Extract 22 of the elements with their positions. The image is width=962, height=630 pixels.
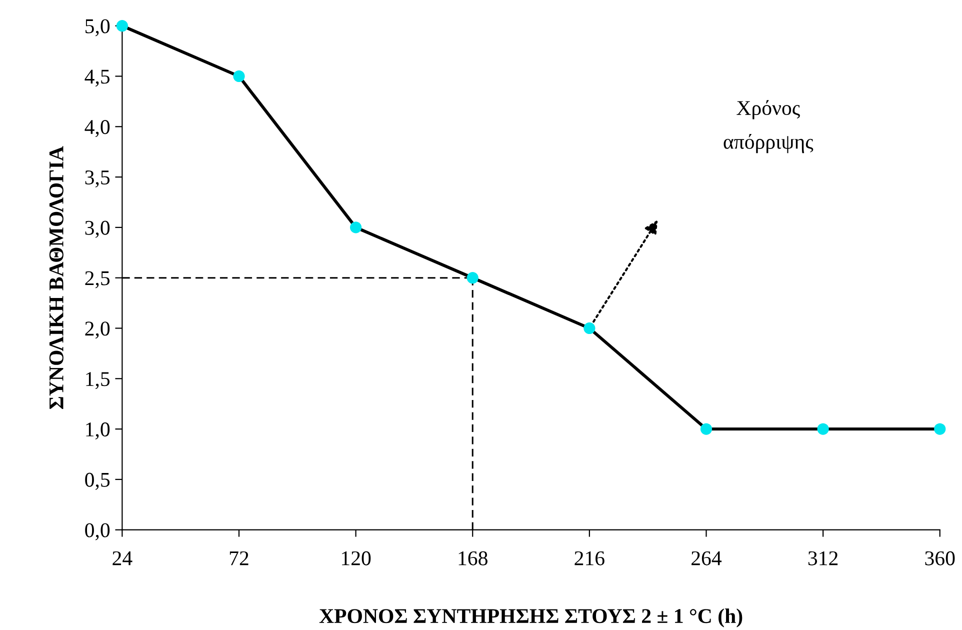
y-tick-label: 3,0 — [85, 220, 110, 238]
x-tick-label: 120 — [342, 551, 371, 566]
x-tick-label: 264 — [692, 551, 722, 566]
x-tick-label: 216 — [574, 551, 604, 566]
y-tick-label: 2,5 — [85, 271, 110, 288]
annotation: Χρόνος απόρριψης — [724, 100, 814, 154]
y-axis-title: ΣΥΝΟΛΙΚΗ ΒΑΘΜΟΛΟΓΙΑ — [49, 146, 64, 409]
y-tick-label: 5,0 — [86, 19, 110, 36]
x-axis-title: ΧΡΟΝΟΣ ΣΥΝΤΗΡΗΣΗΣ ΣΤΟΥΣ 2 ± 1 °C (h) — [319, 608, 742, 628]
y-tick-label: 1,5 — [86, 372, 110, 390]
y-tick-label: 1,0 — [86, 422, 110, 440]
x-tick-label: 312 — [808, 551, 838, 566]
y-tick-label: 4,0 — [84, 120, 110, 138]
y-tick-label: 4,5 — [84, 70, 110, 87]
x-tick-label: 24 — [112, 551, 132, 566]
x-tick-label: 72 — [230, 551, 248, 566]
y-tick-label: 0,5 — [85, 472, 110, 490]
y-tick-label: 2,0 — [85, 322, 110, 339]
x-tick-label: 168 — [458, 551, 488, 566]
x-tick-label: 360 — [925, 551, 955, 566]
y-tick-label: 0,0 — [85, 523, 110, 540]
y-tick-label: 3,5 — [85, 170, 110, 188]
